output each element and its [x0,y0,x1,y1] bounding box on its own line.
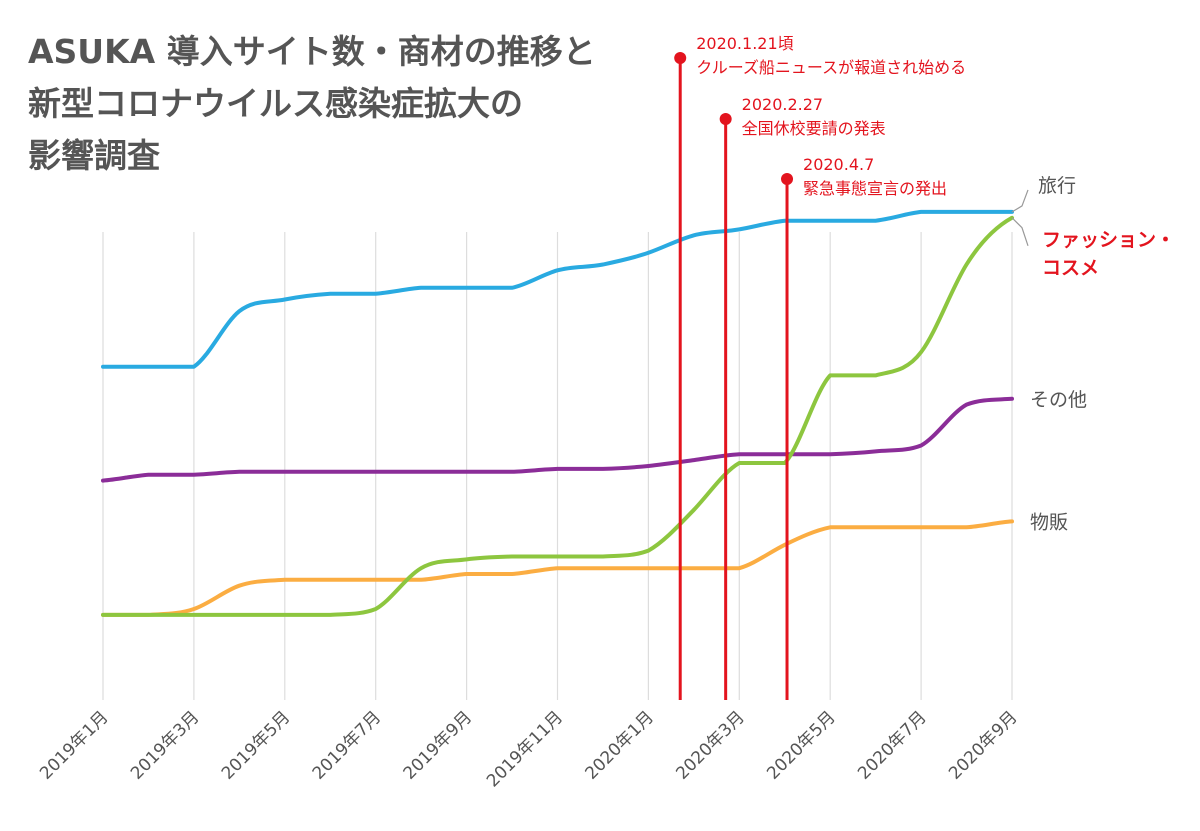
x-tick-label: 2020年3月 [672,707,748,783]
x-tick-label: 2019年11月 [483,707,567,791]
x-tick-label: 2020年5月 [763,707,839,783]
x-tick-label: 2020年7月 [854,707,930,783]
series-line-travel [101,209,1014,369]
x-tick-label: 2019年5月 [218,707,294,783]
chart-title-line-2: 新型コロナウイルス感染症拡大の [28,84,523,123]
event-dot [781,173,794,185]
gridlines [102,232,1013,700]
event-description: クルーズ船ニュースが報道され始める [696,58,966,77]
event-description: 緊急事態宣言の発出 [803,179,947,198]
series-label-travel: 旅行 [1038,175,1076,197]
x-tick-label: 2019年3月 [127,707,203,783]
series-label-goods: 物販 [1030,511,1068,533]
x-tick-label: 2019年7月 [309,707,385,783]
x-tick-label: 2019年1月 [36,707,112,783]
event-description: 全国休校要請の発表 [742,119,886,138]
chart-title: ASUKA 導入サイト数・商材の推移と 新型コロナウイルス感染症拡大の 影響調査 [28,26,668,182]
series-lines [101,209,1014,617]
series-label-fashion: ファッション・ [1042,229,1175,251]
event-date: 2020.2.27 [742,95,823,114]
series-line-goods [101,519,1014,617]
series-label-fashion: コスメ [1042,257,1099,279]
chart-title-line-1: ASUKA 導入サイト数・商材の推移と [28,32,596,71]
event-date: 2020.4.7 [803,155,874,174]
series-line-other [101,396,1014,483]
x-tick-label: 2019年9月 [400,707,476,783]
event-dot [719,113,732,125]
x-tick-label: 2020年9月 [945,707,1021,783]
series-line-fashion [101,215,1014,617]
series-label-other: その他 [1030,389,1087,411]
x-tick-label: 2020年1月 [582,707,658,783]
chart-title-line-3: 影響調査 [28,136,160,175]
event-dot [674,52,687,64]
event-date: 2020.1.21頃 [696,34,793,53]
leader-line [1011,217,1029,246]
leader-line [1011,189,1029,213]
x-axis-ticks: 2019年1月 2019年3月 2019年5月 2019年7月 2019年9月 2019年… [36,707,1021,791]
